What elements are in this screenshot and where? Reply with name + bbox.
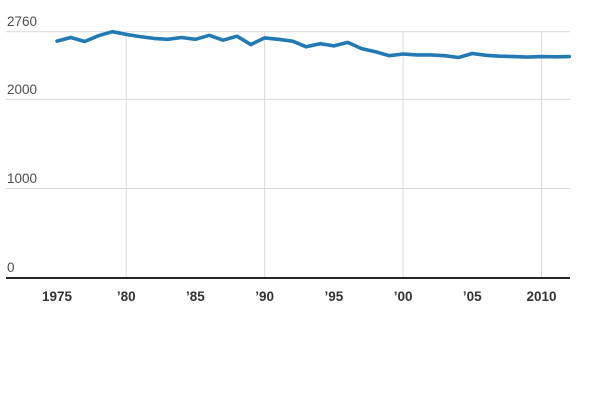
x-tick-label: ’05: [463, 289, 482, 304]
data-series-line: [55, 29, 572, 60]
x-tick-label: 1975: [42, 289, 73, 304]
x-tick-label: ’90: [255, 289, 274, 304]
x-tick-label: ’00: [394, 289, 413, 304]
x-tick-label: ’95: [324, 289, 343, 304]
y-tick-label: 2000: [7, 82, 37, 97]
x-tick-label: 2010: [526, 289, 556, 304]
y-tick-label: 1000: [7, 171, 37, 186]
y-tick-label: 0: [7, 260, 15, 275]
x-tick-label: ’85: [186, 289, 205, 304]
x-tick-label: ’80: [117, 289, 136, 304]
y-tick-label: 2760: [7, 14, 37, 29]
